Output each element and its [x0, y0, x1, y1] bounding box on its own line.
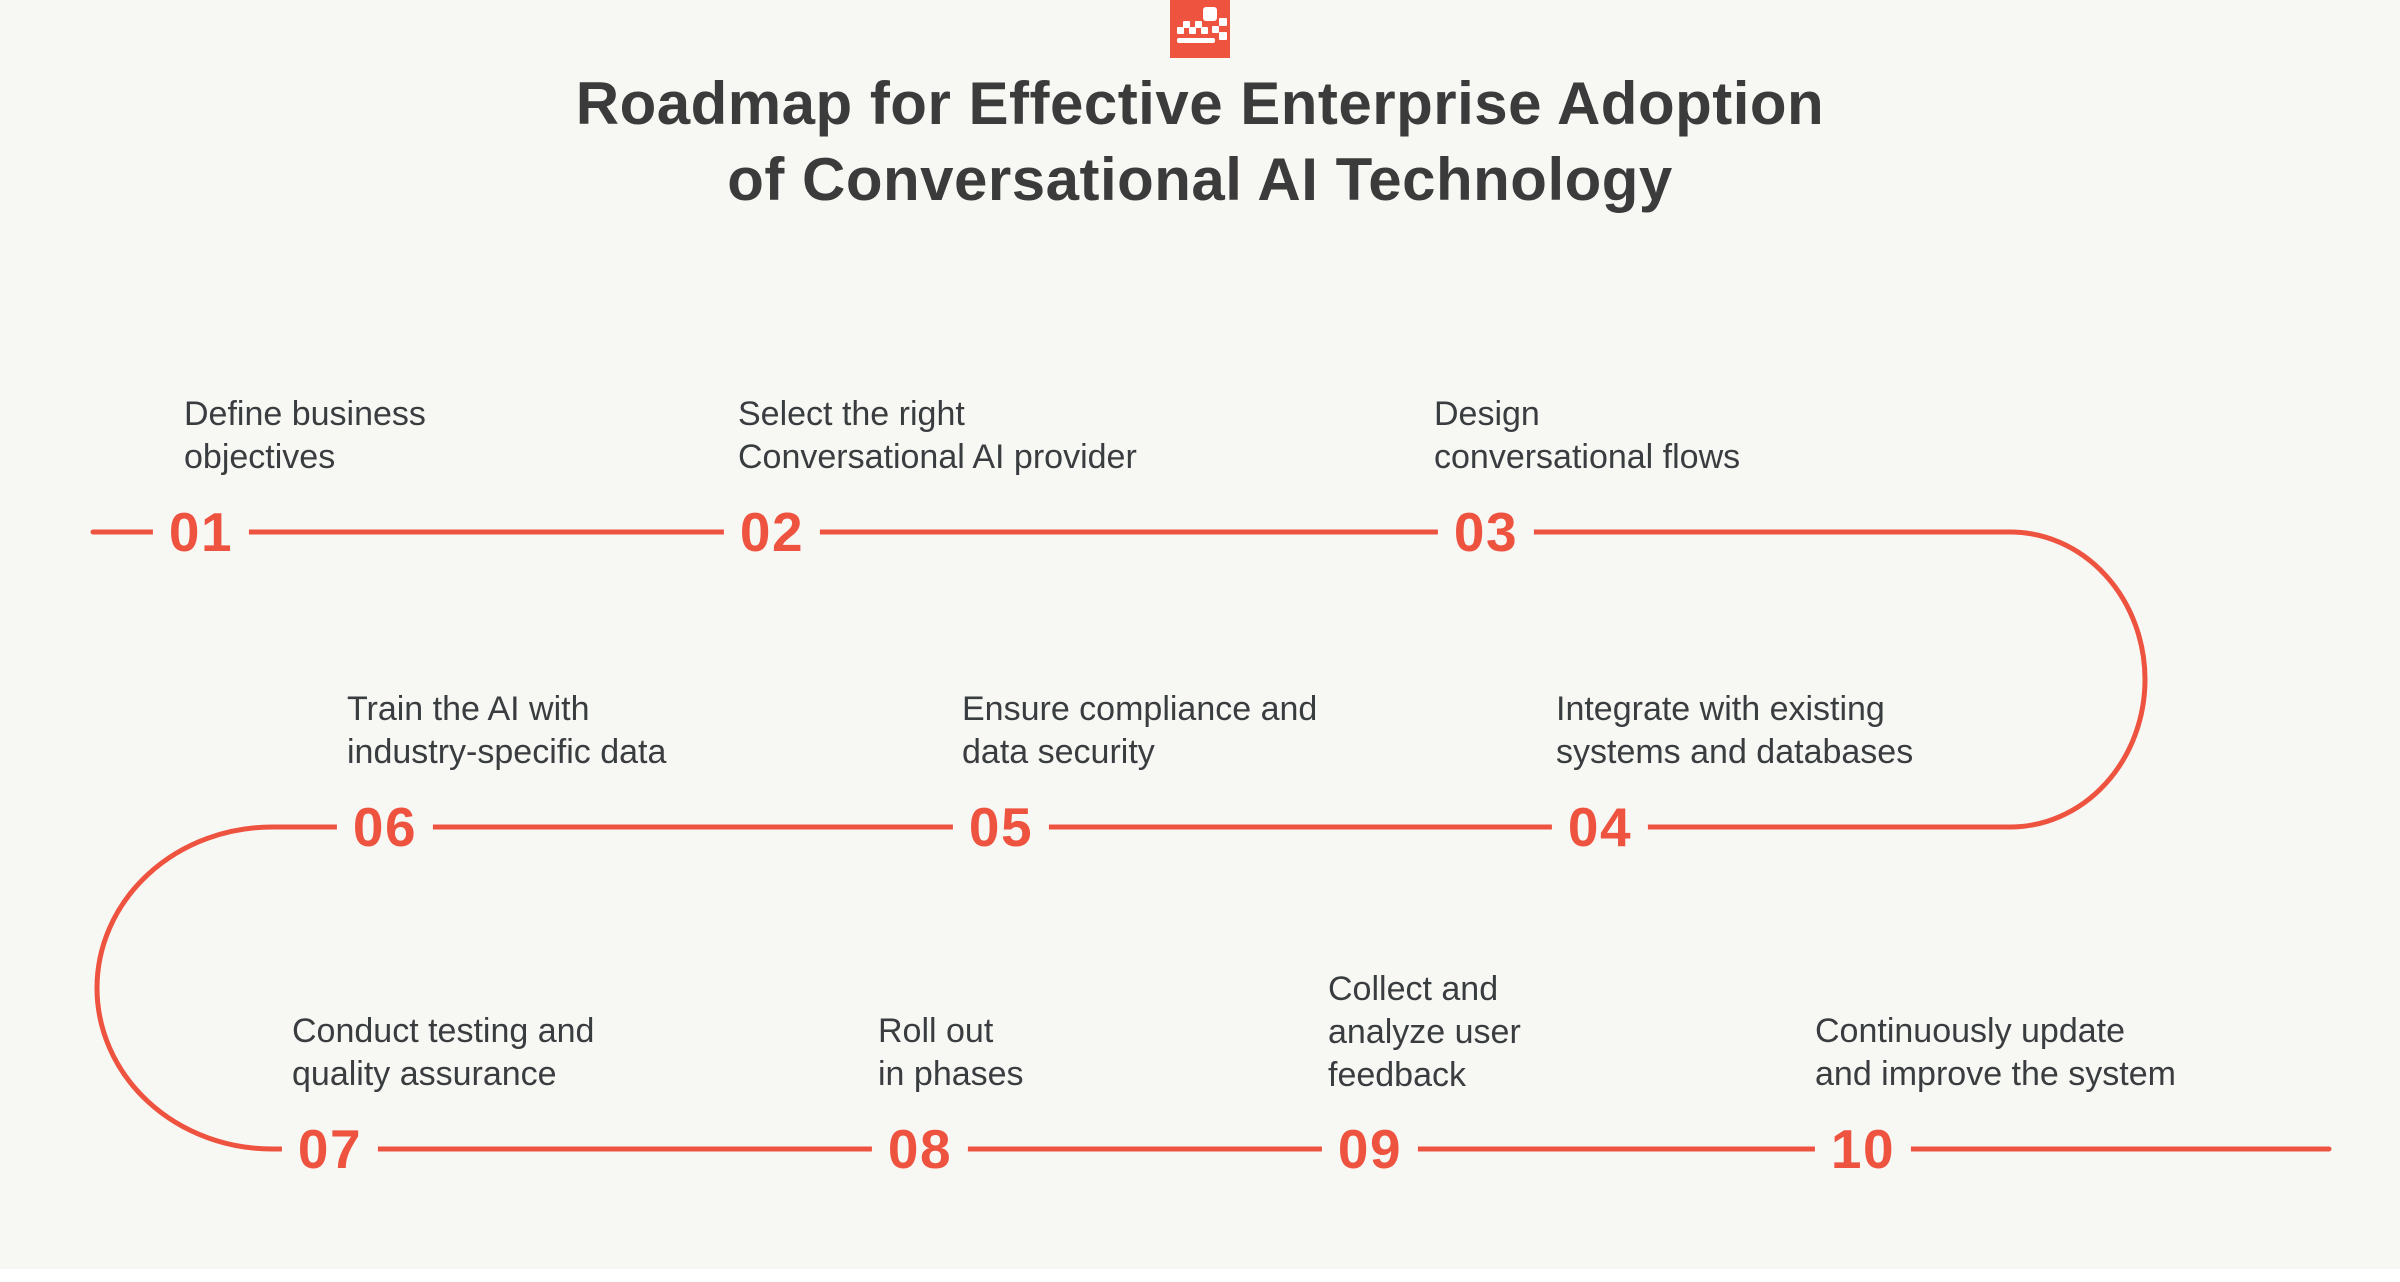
page-title: Roadmap for Effective Enterprise Adoptio…: [0, 66, 2400, 218]
step-03-label-line2: conversational flows: [1434, 438, 1741, 476]
step-06-label-line1: Train the AI with: [347, 690, 590, 728]
step-02-label-line1: Select the right: [738, 395, 965, 433]
step-06-number: 06: [336, 795, 434, 859]
step-10-label: Continuously update and improve the syst…: [1815, 1010, 2176, 1096]
step-09-label-line1: Collect and: [1328, 970, 1499, 1008]
step-01-label-line1: Define business: [184, 395, 426, 433]
step-02-label: Select the right Conversational AI provi…: [738, 393, 1137, 479]
step-06-label: Train the AI with industry-specific data: [347, 688, 666, 774]
page-title-line2: of Conversational AI Technology: [727, 146, 1673, 213]
step-09-label-line2: analyze user: [1328, 1013, 1521, 1051]
bottom-white-strip: [0, 1269, 2400, 1282]
step-09-label: Collect and analyze user feedback: [1328, 968, 1521, 1097]
step-08-number: 08: [871, 1117, 969, 1181]
step-10-label-line1: Continuously update: [1815, 1012, 2126, 1050]
step-05-label-line2: data security: [962, 733, 1155, 771]
step-07-label-line2: quality assurance: [292, 1055, 557, 1093]
step-07-label-line1: Conduct testing and: [292, 1012, 595, 1050]
pixel-wave-icon: [1177, 7, 1227, 43]
step-07-label: Conduct testing and quality assurance: [292, 1010, 594, 1096]
step-05-label: Ensure compliance and data security: [962, 688, 1317, 774]
step-09-number: 09: [1321, 1117, 1419, 1181]
step-03-number: 03: [1437, 500, 1535, 564]
page-title-line1: Roadmap for Effective Enterprise Adoptio…: [575, 70, 1825, 137]
step-05-label-line1: Ensure compliance and: [962, 690, 1318, 728]
step-02-label-line2: Conversational AI provider: [738, 438, 1137, 476]
step-02-number: 02: [723, 500, 821, 564]
step-01-label-line2: objectives: [184, 438, 336, 476]
step-08-label-line1: Roll out: [878, 1012, 994, 1050]
step-08-label: Roll out in phases: [878, 1010, 1024, 1096]
step-04-label-line1: Integrate with existing: [1556, 690, 1885, 728]
step-01-number: 01: [152, 500, 250, 564]
step-05-number: 05: [952, 795, 1050, 859]
roadmap-line: [90, 529, 2332, 1152]
brand-logo: [1170, 0, 1230, 58]
step-07-number: 07: [281, 1117, 379, 1181]
step-10-number: 10: [1814, 1117, 1912, 1181]
step-08-label-line2: in phases: [878, 1055, 1024, 1093]
step-04-label-line2: systems and databases: [1556, 733, 1914, 771]
step-04-number: 04: [1551, 795, 1649, 859]
step-03-label: Design conversational flows: [1434, 393, 1740, 479]
step-06-label-line2: industry-specific data: [347, 733, 667, 771]
step-03-label-line1: Design: [1434, 395, 1540, 433]
step-09-label-line3: feedback: [1328, 1056, 1466, 1094]
step-10-label-line2: and improve the system: [1815, 1055, 2176, 1093]
step-04-label: Integrate with existing systems and data…: [1556, 688, 1913, 774]
step-01-label: Define business objectives: [184, 393, 426, 479]
